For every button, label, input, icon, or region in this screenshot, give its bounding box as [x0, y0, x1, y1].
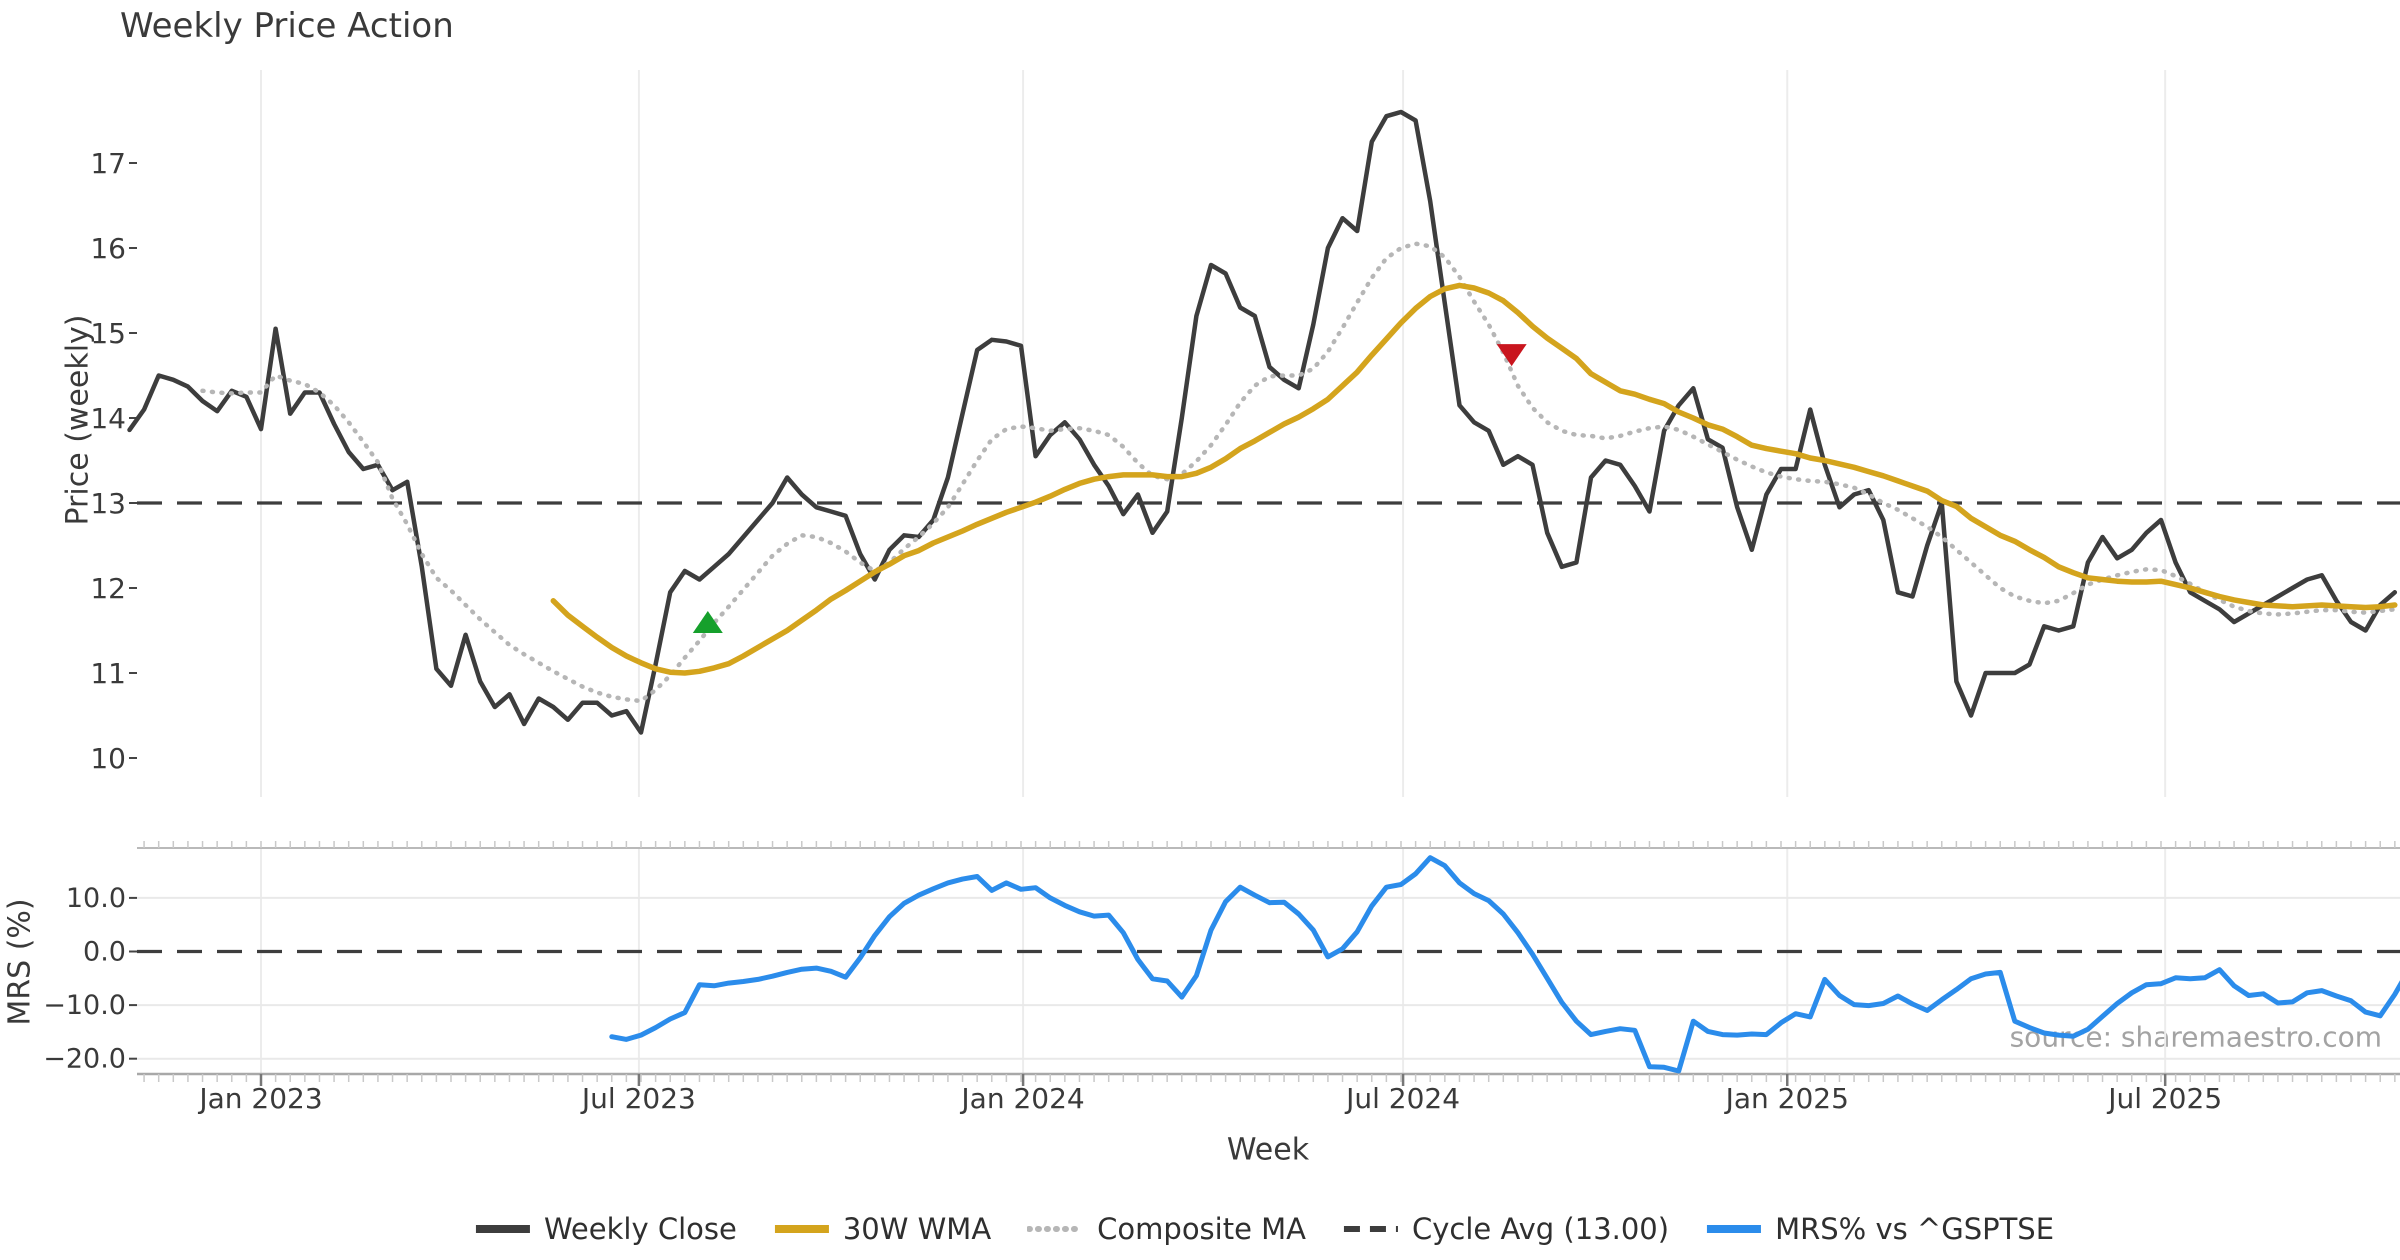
legend-swatch-icon — [1344, 1226, 1399, 1232]
mrs-tick-label: −20.0 — [43, 1044, 126, 1075]
legend-label: MRS% vs ^GSPTSE — [1775, 1212, 2055, 1246]
legend-swatch-icon — [774, 1225, 829, 1233]
x-tick-label: Jul 2024 — [1344, 1082, 1460, 1115]
price-series — [127, 109, 2398, 735]
legend-label: Cycle Avg (13.00) — [1412, 1212, 1670, 1246]
mrs-line — [609, 855, 2400, 1074]
price-tick-label: 12 — [90, 572, 126, 605]
reference-lines — [137, 501, 2400, 954]
axes — [137, 841, 2400, 1086]
price-tick-label: 14 — [90, 402, 126, 435]
legend-swatch-icon — [475, 1225, 530, 1233]
mrs-tick-label: 10.0 — [66, 883, 126, 914]
price-tick-label: 10 — [90, 742, 126, 775]
legend-item-composite-ma: Composite MA — [1027, 1212, 1306, 1246]
price-tick-label: 15 — [90, 317, 126, 350]
x-axis-label: Week — [1226, 1132, 1310, 1168]
x-tick-label: Jul 2025 — [2106, 1082, 2222, 1115]
x-tick-label: Jan 2025 — [1724, 1082, 1849, 1115]
price-tick-label: 11 — [90, 657, 126, 690]
legend-item-mrs-vs-gsptse: MRS% vs ^GSPTSE — [1705, 1212, 2054, 1246]
gridlines — [137, 70, 2400, 1074]
x-tick-label: Jan 2024 — [959, 1082, 1084, 1115]
mrs-tick-label: 0.0 — [83, 937, 126, 968]
mrs-y-ticks: 10.0 0.0 −10.0 −20.0 — [43, 883, 137, 1075]
legend-item-weekly-close: Weekly Close — [474, 1212, 737, 1246]
legend-item-30w-wma: 30W WMA — [773, 1212, 991, 1246]
mrs-series — [609, 855, 2400, 1074]
chart-legend: Weekly Close 30W WMA Composite MA Cycle Avg… — [474, 1212, 2054, 1246]
sell-signal-marker — [1496, 344, 1527, 367]
price-tick-label: 17 — [90, 147, 126, 180]
x-tick-label: Jan 2023 — [197, 1082, 322, 1115]
chart-title: Weekly Price Action — [120, 6, 454, 46]
legend-label: Composite MA — [1097, 1212, 1307, 1246]
weekly-ticks — [143, 841, 2396, 1082]
mrs-tick-label: −10.0 — [43, 990, 126, 1021]
price-tick-label: 16 — [90, 232, 126, 265]
legend-swatch-icon — [1027, 1226, 1086, 1232]
x-tick-label: Jul 2023 — [580, 1082, 696, 1115]
legend-item-cycle-avg-13-00: Cycle Avg (13.00) — [1342, 1212, 1669, 1246]
weekly-close-line — [127, 109, 2398, 735]
legend-swatch-icon — [1707, 1225, 1762, 1233]
buy-signal-marker — [692, 611, 723, 633]
price-tick-label: 13 — [90, 487, 126, 520]
composite-ma-line — [200, 241, 2398, 704]
wma-30w-line — [550, 282, 2398, 676]
legend-label: 30W WMA — [842, 1212, 992, 1246]
signal-markers — [692, 344, 1527, 633]
x-tick-labels: Jan 2023 Jul 2023 Jan 2024 Jul 2024 Jan 2025… — [197, 1082, 2222, 1115]
legend-label: Weekly Close — [543, 1212, 737, 1246]
price-y-ticks: 17 16 15 14 13 12 11 10 — [90, 147, 137, 775]
